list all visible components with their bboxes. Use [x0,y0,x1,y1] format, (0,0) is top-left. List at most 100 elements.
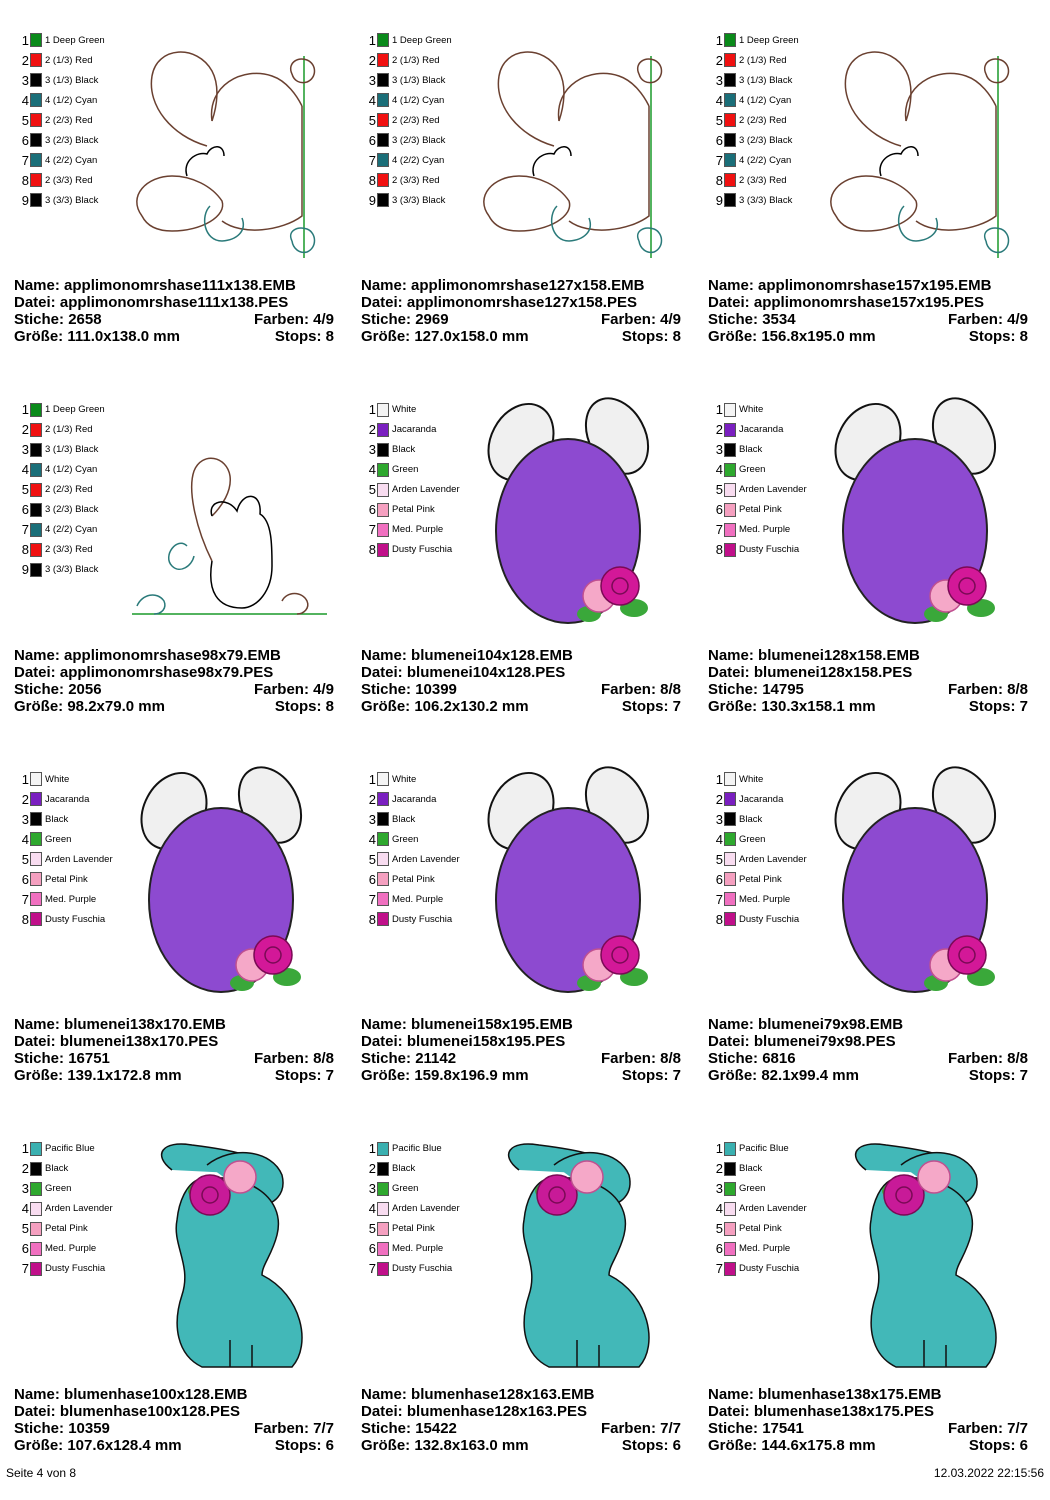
legend-label: Petal Pink [45,874,88,885]
design-file: Datei: blumenhase128x163.PES [361,1403,587,1420]
legend-label: Jacaranda [739,424,783,435]
legend-number: 2 [712,53,723,68]
legend-number: 6 [365,502,376,517]
design-preview [112,765,327,1005]
color-swatch [30,153,42,167]
legend-label: Med. Purple [45,1243,96,1254]
legend-label: Dusty Fuschia [392,1263,452,1274]
legend-number: 5 [18,852,29,867]
design-preview [459,396,674,636]
legend-number: 3 [365,73,376,88]
design-colors: Farben: 4/9 [948,311,1028,328]
color-swatch [724,503,736,517]
legend-label: Jacaranda [392,794,436,805]
legend-number: 6 [18,1241,29,1256]
design-preview [459,1135,674,1375]
design-preview [806,765,1021,1005]
legend-number: 7 [365,892,376,907]
design-stitches: Stiche: 14795 [708,681,804,698]
design-colors: Farben: 8/8 [601,1050,681,1067]
legend-label: Petal Pink [739,504,782,515]
color-swatch [377,892,389,906]
design-name: Name: applimonomrshase98x79.EMB [14,647,281,664]
design-info: Name: applimonomrshase157x195.EMB Datei:… [708,277,1028,345]
legend-label: 1 Deep Green [739,35,799,46]
design-stitches: Stiche: 2056 [14,681,102,698]
legend-number: 1 [18,33,29,48]
legend-label: Med. Purple [392,524,443,535]
legend-label: Black [739,1163,762,1174]
legend-label: 4 (2/2) Cyan [739,155,791,166]
color-swatch [377,113,389,127]
design-file: Datei: blumenhase138x175.PES [708,1403,934,1420]
legend-label: 1 Deep Green [392,35,452,46]
design-size: Größe: 107.6x128.4 mm [14,1437,182,1454]
design-colors: Farben: 8/8 [601,681,681,698]
legend-number: 5 [365,113,376,128]
legend-number: 8 [712,912,723,927]
color-swatch [724,403,736,417]
legend-label: 3 (1/3) Black [392,75,445,86]
legend-label: 2 (2/3) Red [45,484,93,495]
legend-number: 7 [712,1261,723,1276]
legend-number: 2 [712,792,723,807]
color-swatch [30,93,42,107]
color-swatch [377,423,389,437]
legend-label: Arden Lavender [739,1203,807,1214]
legend-label: 4 (1/2) Cyan [392,95,444,106]
legend-label: 4 (2/2) Cyan [45,155,97,166]
design-file: Datei: blumenei158x195.PES [361,1033,565,1050]
color-swatch [30,1162,42,1176]
legend-label: Petal Pink [392,504,435,515]
design-file: Datei: blumenei79x98.PES [708,1033,896,1050]
legend-number: 3 [365,1181,376,1196]
design-stitches: Stiche: 10399 [361,681,457,698]
design-stops: Stops: 7 [622,1067,681,1084]
color-swatch [724,173,736,187]
legend-label: Jacaranda [45,794,89,805]
legend-label: 3 (3/3) Black [45,564,98,575]
legend-label: Arden Lavender [739,854,807,865]
legend-number: 1 [365,1141,376,1156]
color-swatch [30,503,42,517]
legend-label: Arden Lavender [392,854,460,865]
legend-label: 1 Deep Green [45,404,105,415]
color-swatch [30,1222,42,1236]
design-info: Name: applimonomrshase98x79.EMB Datei: a… [14,647,334,715]
legend-label: White [739,404,763,415]
color-swatch [30,53,42,67]
legend-number: 7 [365,522,376,537]
design-preview [806,26,1021,266]
color-swatch [30,523,42,537]
design-stitches: Stiche: 6816 [708,1050,796,1067]
legend-label: 4 (1/2) Cyan [45,464,97,475]
legend-row: 7 Med. Purple [365,520,460,540]
color-swatch [724,93,736,107]
legend-number: 2 [18,1161,29,1176]
design-stops: Stops: 7 [275,1067,334,1084]
legend-number: 2 [18,422,29,437]
design-stitches: Stiche: 3534 [708,311,796,328]
color-swatch [724,1182,736,1196]
legend-label: Petal Pink [739,1223,782,1234]
legend-label: White [45,774,69,785]
design-size: Größe: 111.0x138.0 mm [14,328,180,345]
design-colors: Farben: 4/9 [254,681,334,698]
design-name: Name: blumenei158x195.EMB [361,1016,573,1033]
